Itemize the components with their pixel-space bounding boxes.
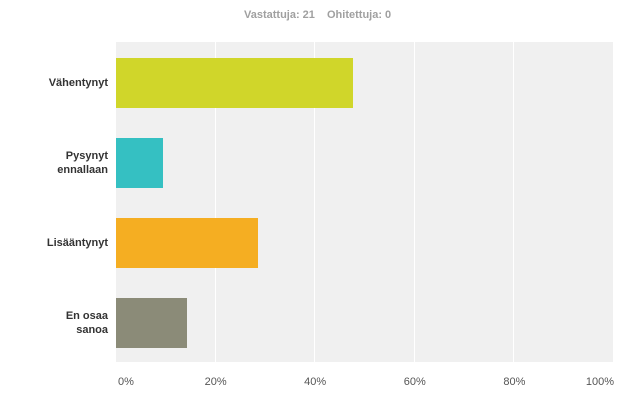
x-tick-label: 20%: [204, 376, 227, 388]
grid-line: [613, 42, 614, 362]
bar: [116, 298, 188, 348]
category-label: Pysynyt ennallaan: [57, 150, 108, 176]
x-tick-label: 0%: [118, 376, 134, 388]
x-tick-label: 40%: [304, 376, 327, 388]
category-label: Lisääntynyt: [46, 237, 108, 249]
grid-line: [214, 42, 216, 362]
x-tick-label: 100%: [585, 376, 614, 388]
x-tick-label: 80%: [503, 376, 526, 388]
x-tick-label: 60%: [403, 376, 426, 388]
bar: [116, 218, 259, 268]
skipped-count: Ohitettuja: 0: [327, 9, 392, 21]
bar: [116, 58, 354, 108]
grid-line: [314, 42, 316, 362]
grid-line: [413, 42, 415, 362]
grid-line: [513, 42, 515, 362]
answered-count: Vastattuja: 21: [244, 9, 315, 21]
category-label: En osaa sanoa: [65, 310, 108, 336]
category-label: Vähentynyt: [48, 77, 108, 89]
bar: [116, 138, 164, 188]
